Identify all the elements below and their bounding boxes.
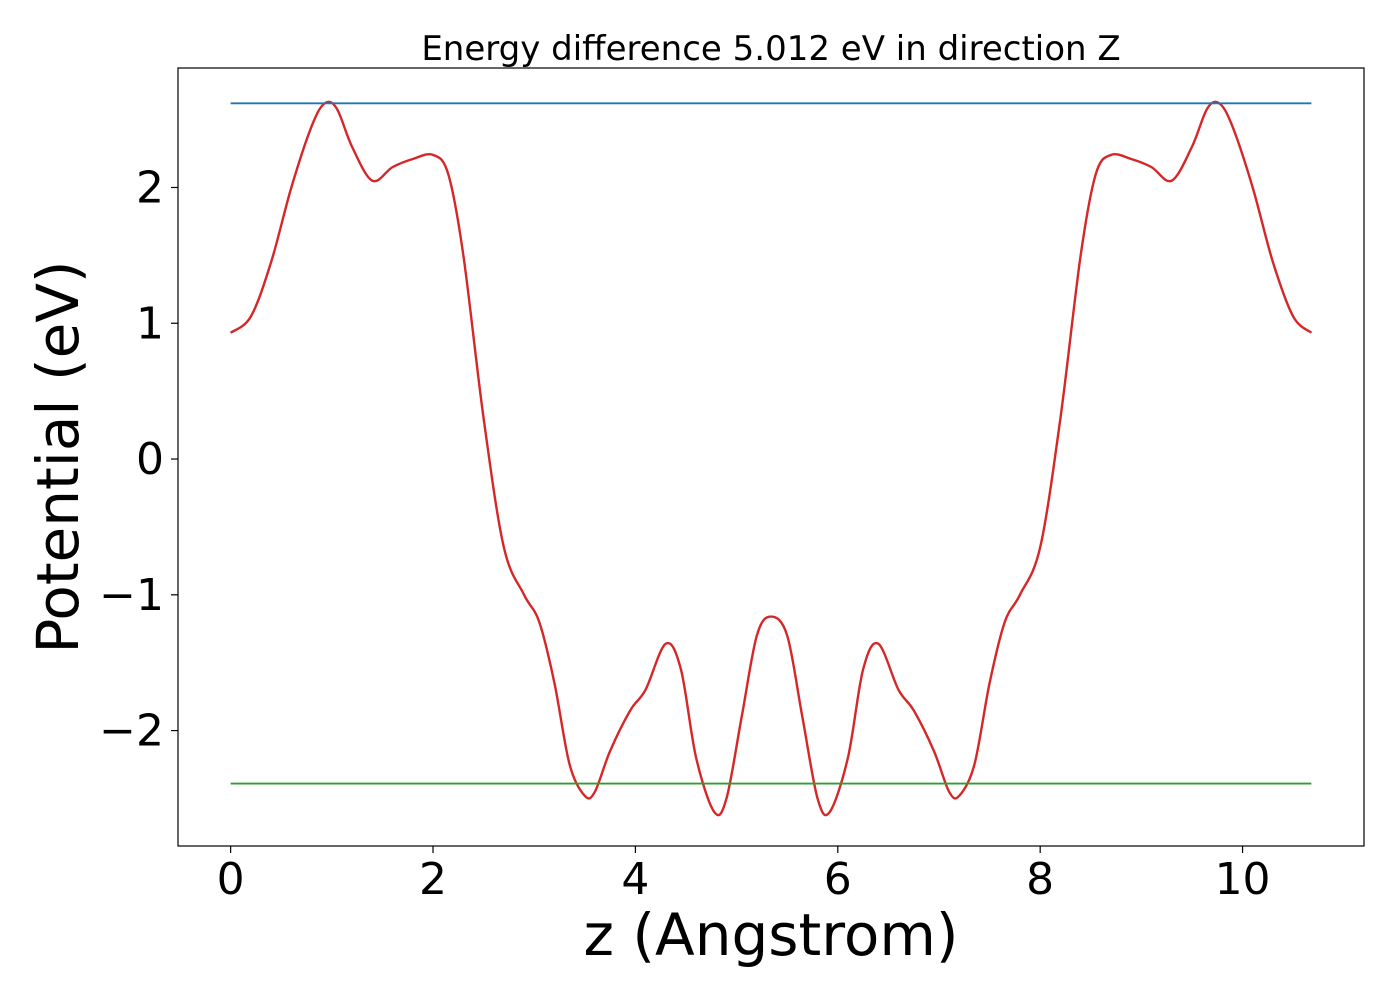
x-tick-label: 0 (217, 854, 245, 905)
y-tick-label: 1 (136, 298, 164, 349)
y-tick-label: −2 (99, 706, 164, 757)
chart-title: Energy difference 5.012 eV in direction … (421, 29, 1120, 69)
y-tick-label: −1 (99, 570, 164, 621)
series-layer (229, 100, 1313, 817)
ticks-layer: 0 2 4 6 8 10 −2 −1 0 1 2 (99, 162, 1270, 905)
y-tick-label: 0 (136, 434, 164, 485)
x-tick-label: 10 (1215, 854, 1271, 905)
x-axis-label: z (Angstrom) (584, 901, 959, 969)
x-tick-label: 8 (1026, 854, 1054, 905)
y-tick-label: 2 (136, 162, 164, 213)
x-tick-label: 6 (824, 854, 852, 905)
x-tick-label: 4 (621, 854, 649, 905)
plot-frame (177, 67, 1365, 847)
x-tick-label: 2 (419, 854, 447, 905)
y-axis-label: Potential (eV) (24, 260, 92, 653)
series-line-0 (229, 100, 1313, 817)
